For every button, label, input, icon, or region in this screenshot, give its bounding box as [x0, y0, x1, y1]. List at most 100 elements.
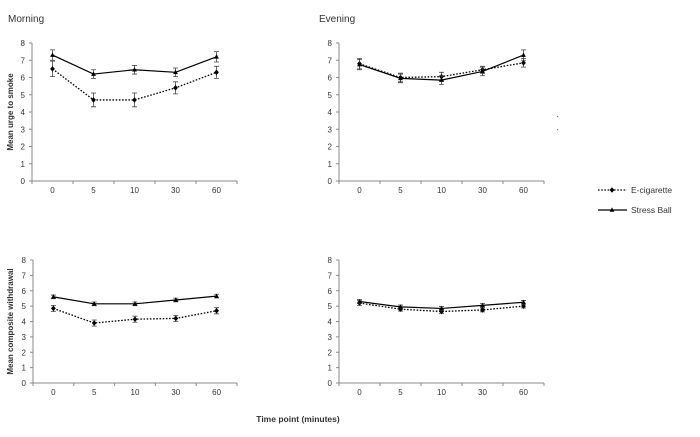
figure-x-axis-label: Time point (minutes) — [256, 414, 340, 424]
data-point-diamond — [132, 316, 138, 322]
y-tick-label: 8 — [328, 256, 333, 265]
x-tick-label: 5 — [91, 186, 96, 195]
y-tick-label: 8 — [21, 39, 26, 48]
y-tick-label: 1 — [21, 160, 26, 169]
data-point-triangle — [91, 71, 96, 76]
y-tick-label: 3 — [22, 333, 27, 342]
data-point-diamond — [521, 60, 526, 66]
data-point-diamond — [51, 305, 56, 312]
data-point-triangle — [50, 52, 55, 57]
x-tick-label: 60 — [212, 186, 221, 195]
y-tick-label: 0 — [21, 177, 26, 186]
data-point-triangle — [132, 67, 137, 72]
y-tick-label: 2 — [21, 143, 26, 152]
data-point-triangle — [51, 294, 56, 299]
legend-label: Stress Ball — [631, 205, 672, 215]
y-tick-label: 8 — [22, 256, 27, 265]
x-tick-label: 30 — [171, 186, 180, 195]
data-point-diamond — [91, 97, 96, 103]
data-point-triangle — [398, 75, 403, 81]
data-point-triangle — [357, 298, 362, 304]
data-point-diamond — [214, 307, 219, 314]
series-stress-ball — [50, 49, 219, 79]
series-stress-ball — [357, 298, 526, 311]
data-point-diamond — [480, 307, 485, 313]
data-point-triangle — [439, 77, 444, 82]
y-tick-label: 4 — [328, 318, 333, 327]
y-axis-label: Mean urge to smoke — [6, 73, 15, 151]
chart-panel-4: 0 1 2 3 4 5 6 7 8 0 5 10 30 60 — [328, 256, 545, 397]
x-tick-label: 60 — [519, 388, 528, 397]
y-tick-label: 2 — [328, 348, 333, 357]
y-tick-label: 3 — [328, 333, 333, 342]
y-tick-label: 1 — [22, 364, 27, 373]
y-tick-label: 6 — [21, 74, 26, 83]
x-tick-label: 10 — [130, 186, 139, 195]
y-tick-label: 4 — [328, 108, 333, 117]
data-point-diamond — [173, 85, 178, 91]
y-tick-label: 5 — [328, 91, 333, 100]
y-tick-label: 5 — [328, 302, 333, 311]
y-tick-label: 2 — [22, 348, 27, 357]
legend: E-cigarette Stress Ball — [598, 185, 672, 215]
x-tick-label: 5 — [92, 388, 97, 397]
series-e-cigarette — [50, 304, 220, 327]
legend-label: E-cigarette — [631, 185, 672, 195]
y-tick-label: 7 — [21, 56, 26, 65]
data-point-diamond — [173, 315, 179, 322]
series-stress-ball — [50, 293, 220, 307]
data-point-triangle — [91, 301, 97, 306]
data-point-triangle — [214, 54, 219, 59]
x-tick-label: 30 — [478, 186, 487, 195]
series-e-cigarette — [50, 60, 219, 108]
y-tick-label: 3 — [21, 125, 26, 134]
data-point-triangle — [480, 68, 485, 74]
data-point-triangle — [480, 302, 485, 308]
y-tick-label: 4 — [21, 108, 26, 117]
x-tick-label: 60 — [212, 388, 221, 397]
y-tick-label: 0 — [328, 177, 333, 186]
data-point-triangle — [521, 299, 526, 305]
chart-panel-2: Evening 0 1 2 3 4 5 6 7 8 0 5 10 30 60 — [319, 14, 545, 195]
x-tick-label: 5 — [398, 186, 403, 195]
data-point-triangle — [398, 304, 403, 309]
legend-item: Stress Ball — [598, 205, 672, 215]
y-tick-label: 5 — [22, 302, 27, 311]
y-tick-label: 5 — [21, 91, 26, 100]
y-tick-label: 1 — [328, 364, 333, 373]
series-stress-ball — [357, 49, 526, 85]
x-tick-label: 5 — [398, 388, 403, 397]
data-point-diamond — [50, 66, 55, 72]
x-tick-label: 30 — [478, 388, 487, 397]
data-point-diamond — [398, 306, 403, 312]
y-tick-label: 7 — [328, 271, 333, 280]
data-point-triangle — [357, 61, 362, 67]
y-tick-label: 1 — [328, 160, 333, 169]
x-tick-label: 0 — [357, 186, 362, 195]
x-tick-label: 0 — [50, 186, 55, 195]
data-point-triangle — [214, 293, 219, 298]
y-axis-label: Mean composite withdrawal — [6, 268, 15, 374]
panel-title: Morning — [8, 14, 44, 25]
x-tick-label: 60 — [519, 186, 528, 195]
data-point-diamond — [439, 308, 444, 315]
x-tick-label: 30 — [171, 388, 180, 397]
y-tick-label: 8 — [328, 39, 333, 48]
y-tick-label: 0 — [328, 379, 333, 388]
y-tick-label: 3 — [328, 125, 333, 134]
panel-title: Evening — [319, 14, 355, 25]
x-tick-label: 10 — [131, 388, 140, 397]
chart-panel-3: Mean composite withdrawal 0 1 2 3 4 5 6 7 8 0 5 10 30… — [6, 256, 238, 397]
y-tick-label: 6 — [328, 287, 333, 296]
y-tick-label: 4 — [22, 318, 27, 327]
y-tick-label: 6 — [328, 74, 333, 83]
legend-marker-diamond — [609, 187, 615, 193]
x-tick-label: 10 — [437, 388, 446, 397]
y-tick-label: 6 — [22, 287, 27, 296]
x-tick-label: 10 — [437, 186, 446, 195]
data-point-diamond — [132, 97, 137, 103]
data-point-diamond — [91, 320, 97, 326]
y-tick-label: 0 — [22, 379, 27, 388]
